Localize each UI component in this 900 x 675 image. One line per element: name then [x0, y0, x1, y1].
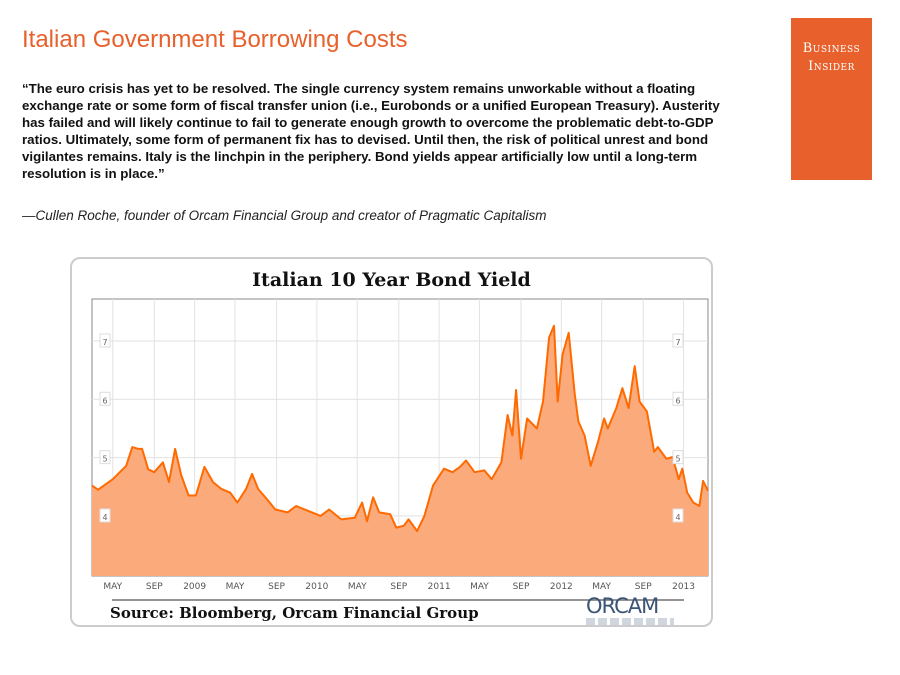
yield-area — [92, 325, 708, 576]
orcam-logo-reflection — [586, 618, 674, 625]
chart-title: Italian 10 Year Bond Yield — [252, 269, 531, 291]
x-tick-label: 2010 — [305, 582, 328, 592]
page-title: Italian Government Borrowing Costs — [22, 26, 408, 53]
x-tick-label: 2009 — [183, 582, 206, 592]
quote-text: “The euro crisis has yet to be resolved.… — [22, 81, 720, 181]
x-tick-label: MAY — [226, 582, 245, 592]
y-tick-label-left: 7 — [102, 338, 107, 347]
x-tick-label: SEP — [635, 582, 652, 592]
y-tick-box — [99, 508, 111, 523]
x-tick-label: SEP — [390, 582, 407, 592]
x-tick-label: 2012 — [550, 582, 573, 592]
y-tick-label-right: 5 — [675, 455, 680, 464]
y-tick-box — [672, 333, 684, 348]
orcam-logo: ORCAM — [586, 594, 659, 618]
x-tick-label: 2011 — [428, 582, 451, 592]
x-tick-label: MAY — [348, 582, 367, 592]
y-tick-box — [99, 450, 111, 465]
quote-attribution: —Cullen Roche, founder of Orcam Financia… — [22, 208, 547, 223]
chart-source: Source: Bloomberg, Orcam Financial Group — [110, 604, 479, 622]
x-tick-label: 2013 — [672, 582, 695, 592]
x-tick-label: MAY — [592, 582, 611, 592]
logo-line-1: Business — [802, 41, 861, 56]
y-tick-box — [672, 508, 684, 523]
y-tick-label-right: 6 — [675, 396, 680, 405]
x-tick-label: SEP — [146, 582, 163, 592]
y-tick-label-left: 6 — [102, 396, 107, 405]
bond-yield-chart: MAY SEP 2009 MAY SEP 2010 MAY SEP 2011 MAY SEP 2012… — [91, 298, 709, 601]
chart-panel: Italian 10 Year Bond Yield MAY SEP 2009 MAY… — [70, 257, 713, 627]
y-tick-label-left: 4 — [102, 513, 107, 522]
y-tick-box — [99, 391, 111, 406]
yield-line — [91, 324, 709, 533]
x-tick-label: MAY — [103, 582, 122, 592]
y-tick-label-right: 7 — [675, 338, 680, 347]
y-tick-label-left: 5 — [102, 455, 107, 464]
y-tick-box — [672, 391, 684, 406]
business-insider-logo: Business Insider — [791, 18, 872, 180]
x-tick-label: SEP — [513, 582, 530, 592]
x-tick-label: MAY — [470, 582, 489, 592]
x-tick-label: SEP — [268, 582, 285, 592]
logo-line-2: Insider — [808, 59, 855, 74]
y-tick-box — [672, 450, 684, 465]
y-tick-box — [99, 333, 111, 348]
y-tick-label-right: 4 — [675, 513, 680, 522]
